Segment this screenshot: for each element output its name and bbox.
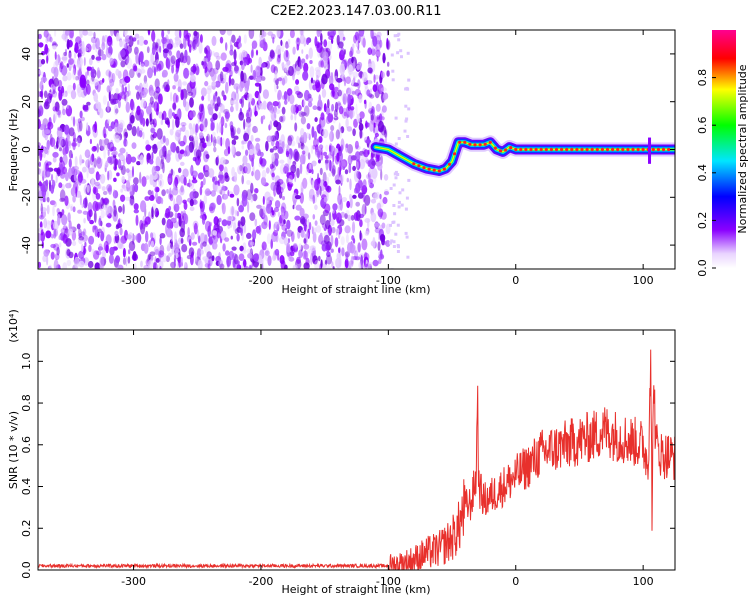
signal-peak-dot xyxy=(585,147,589,152)
y-tick-label: 20 xyxy=(20,95,33,109)
x-tick-label: 100 xyxy=(633,575,654,588)
signal-peak-dot xyxy=(529,147,533,152)
snr-x-label: Height of straight line (km) xyxy=(281,583,430,596)
signal-peak-dot xyxy=(621,147,625,152)
y-tick-label: -40 xyxy=(20,236,33,254)
signal-peak-dot xyxy=(488,140,492,144)
spectrogram-y-ticks: -40 -20 0 20 40 xyxy=(20,47,675,254)
signal-peak-dot xyxy=(447,162,452,166)
y-tick-label: 1.0 xyxy=(20,353,33,371)
x-tick-label: -200 xyxy=(248,575,273,588)
signal-peak-dot xyxy=(509,146,513,150)
signal-peak-dot xyxy=(611,147,615,152)
snr-frame xyxy=(37,329,676,571)
signal-core xyxy=(375,141,675,172)
signal-peak-dot xyxy=(473,143,477,147)
spectrogram-marks xyxy=(38,30,675,269)
snr-y-ticks: 0.0 0.2 0.4 0.6 0.8 1.0 xyxy=(20,353,675,579)
signal-peak-dot xyxy=(636,147,640,152)
x-tick-label: -300 xyxy=(121,274,146,287)
signal-peak-dot xyxy=(463,140,467,144)
x-tick-label: -300 xyxy=(121,575,146,588)
y-tick-label: 0.4 xyxy=(20,478,33,496)
y-tick-label: 0.6 xyxy=(20,436,33,454)
signal-peak-dot xyxy=(514,147,518,152)
signal-peak-dot xyxy=(590,147,594,152)
spectrogram-y-label: Frequency (Hz) xyxy=(7,109,20,192)
snr-panel: -300 -200 -100 0 100 0.0 0.2 0.4 0.6 0.8 1.0 Heig… xyxy=(7,309,676,596)
x-tick-label: -200 xyxy=(248,274,273,287)
y-tick-label: 0.8 xyxy=(20,394,33,412)
signal-peak-dot xyxy=(600,147,605,152)
signal-peak-dot xyxy=(605,147,610,152)
signal-peak-dot xyxy=(442,167,446,171)
signal-peak-dot xyxy=(524,147,528,152)
snr-y-multiplier: (x10⁴) xyxy=(7,309,20,343)
signal-peak-dot xyxy=(493,146,497,150)
spectrogram-x-label: Height of straight line (km) xyxy=(281,283,430,296)
colorbar-gradient xyxy=(712,30,736,268)
signal-peak-dot xyxy=(422,166,426,170)
signal-peak-dot xyxy=(534,147,538,152)
signal-peak-dot xyxy=(595,147,599,152)
signal-peak-dot xyxy=(417,164,421,168)
signal-peak-dot xyxy=(560,147,564,152)
colorbar-tick-label: 0.6 xyxy=(696,116,709,134)
signal-peak-dot xyxy=(432,168,436,172)
signal-peak-dot xyxy=(427,167,431,171)
snr-x-ticks: -300 -200 -100 0 100 xyxy=(121,330,654,588)
colorbar-label: Normalized spectral amplitude xyxy=(736,64,749,233)
signal-peak-dot xyxy=(412,162,416,166)
signal-peak-dot xyxy=(458,140,462,144)
x-tick-label: -100 xyxy=(376,575,401,588)
x-tick-label: 100 xyxy=(633,274,654,287)
signal-peak-dot xyxy=(626,147,630,152)
signal-peak-dot xyxy=(580,147,584,152)
signal-peak-dot xyxy=(651,147,655,152)
colorbar: 0.0 0.2 0.4 0.6 0.8 Normalized spectral ampl… xyxy=(696,30,749,277)
signal-peak-dot xyxy=(661,147,666,152)
signal-peak-dot xyxy=(468,142,472,146)
x-tick-label: 0 xyxy=(512,274,519,287)
noise-region xyxy=(38,30,411,269)
colorbar-tick-label: 0.8 xyxy=(696,69,709,87)
signal-peak-dot xyxy=(667,147,671,152)
y-tick-label: 0.0 xyxy=(20,561,33,579)
signal-peak-dot xyxy=(641,147,645,152)
colorbar-tick-label: 0.2 xyxy=(696,212,709,230)
snr-y-label: SNR (10 * v/v) xyxy=(7,411,20,489)
signal-peak-dot xyxy=(504,148,508,152)
signal-peak-dot xyxy=(478,143,482,147)
signal-peak-dot xyxy=(539,147,543,152)
signal-peak-dot xyxy=(575,147,579,152)
signal-peak-dot xyxy=(453,152,457,156)
colorbar-tick-label: 0.4 xyxy=(696,164,709,182)
y-tick-label: 0.2 xyxy=(20,520,33,538)
snr-series-line xyxy=(38,349,675,570)
signal-peak-dot xyxy=(656,147,661,152)
figure-title: C2E2.2023.147.03.00.R11 xyxy=(270,4,441,19)
y-tick-label: 40 xyxy=(20,47,33,61)
signal-peak-dot xyxy=(616,147,620,152)
signal-peak-dot xyxy=(565,147,569,152)
spectrogram-x-ticks: -300 -200 -100 0 100 xyxy=(121,30,654,287)
x-tick-label: -100 xyxy=(376,274,401,287)
colorbar-tick-label: 0.0 xyxy=(696,259,709,277)
signal-peak-dot xyxy=(437,169,441,173)
signal-peak-dot xyxy=(483,142,487,146)
signal-peak-dot xyxy=(519,147,523,152)
signal-peak-dot xyxy=(554,147,559,152)
signal-peak-dot xyxy=(544,147,548,152)
signal-peak-dot xyxy=(570,147,574,152)
x-tick-label: 0 xyxy=(512,575,519,588)
signal-peak-dot xyxy=(631,147,635,152)
y-tick-label: 0 xyxy=(20,146,33,153)
signal-peak-dot xyxy=(498,149,503,153)
colorbar-ticks: 0.0 0.2 0.4 0.6 0.8 xyxy=(696,69,716,277)
y-tick-label: -20 xyxy=(20,188,33,206)
signal-peak-dot xyxy=(549,147,554,152)
